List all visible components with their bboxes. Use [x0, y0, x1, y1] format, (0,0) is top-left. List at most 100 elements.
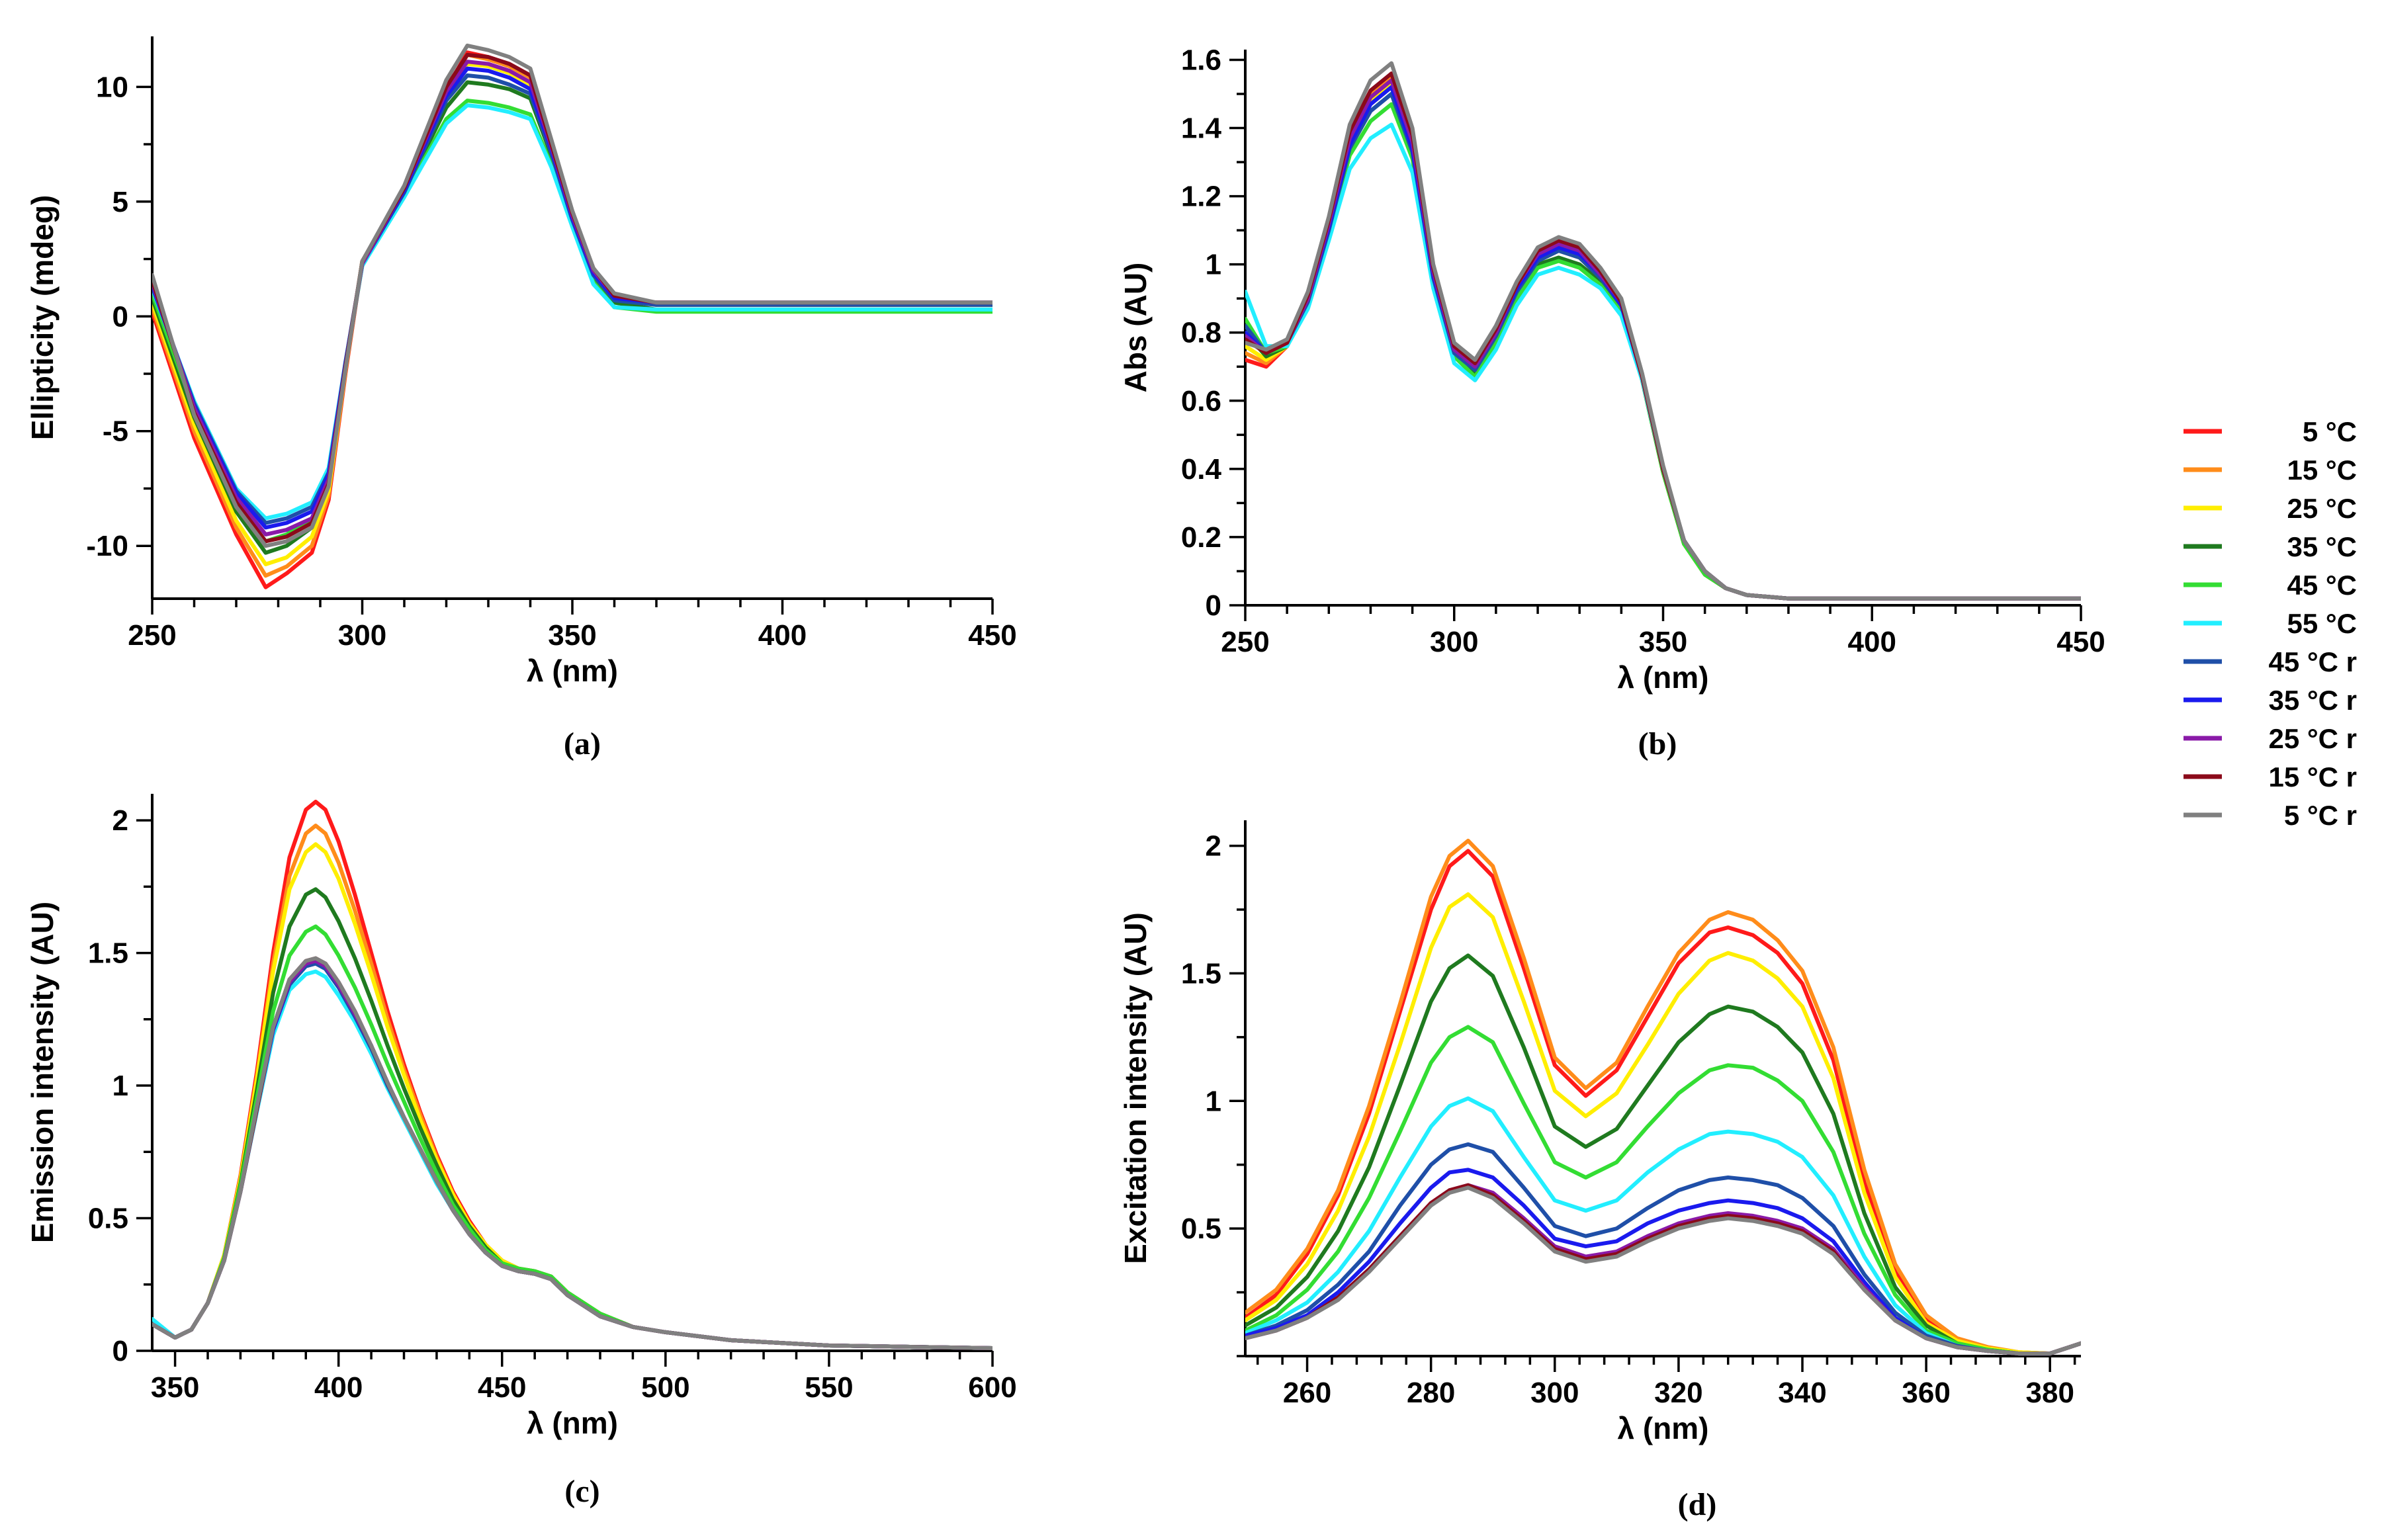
- x-tick-label: 400: [1848, 626, 1896, 658]
- legend-label: 45 °C: [2287, 570, 2357, 601]
- series-line-45-c-r: [1245, 92, 2081, 601]
- series-line-25-c: [152, 62, 992, 566]
- x-tick-label: 450: [478, 1371, 526, 1404]
- series-line-15-c: [152, 824, 992, 1350]
- y-axis-title: Emission intensity (AU): [25, 902, 60, 1243]
- panel-label: (b): [1638, 726, 1677, 761]
- panel-label: (c): [564, 1474, 599, 1509]
- x-tick-label: 350: [548, 619, 596, 652]
- panel-a: 250 300 350 400 450 -10 -5 0 5 10 λ (nm) Ellipticit…: [25, 36, 1017, 761]
- legend-label: 25 °C r: [2268, 723, 2357, 754]
- y-tick-label: 5: [112, 186, 128, 218]
- series-group: [152, 800, 992, 1350]
- series-line-5-c-r: [152, 956, 992, 1350]
- x-tick-label: 350: [1639, 626, 1687, 658]
- series-line-45-c: [1245, 1025, 2081, 1356]
- panel-label: (a): [564, 726, 601, 761]
- legend-label: 15 °C r: [2268, 761, 2357, 792]
- y-tick-label: 2: [112, 804, 128, 837]
- x-tick-label: 450: [2056, 626, 2105, 658]
- series-line-15-c: [152, 52, 992, 578]
- x-tick-label: 600: [968, 1371, 1016, 1404]
- x-tick-label: 300: [1430, 626, 1478, 658]
- x-axis-title: λ (nm): [527, 1406, 618, 1440]
- x-axis-title: λ (nm): [1618, 1411, 1709, 1445]
- y-axis-title: Abs (AU): [1118, 263, 1153, 393]
- series-line-35-c-r: [152, 66, 992, 530]
- series-line-35-c: [1245, 953, 2081, 1356]
- series-line-5-c-r: [1245, 61, 2081, 601]
- y-tick-label: 10: [96, 71, 128, 103]
- series-line-45-c-r: [1245, 1142, 2081, 1356]
- y-tick-label: 0.2: [1181, 521, 1221, 554]
- series-line-25-c: [1245, 892, 2081, 1356]
- y-axis-title: Ellipticity (mdeg): [25, 195, 60, 441]
- x-tick-label: 550: [805, 1371, 853, 1404]
- y-tick-label: 0.8: [1181, 317, 1221, 349]
- series-line-35-c-r: [1245, 85, 2081, 601]
- x-tick-label: 250: [128, 619, 176, 652]
- series-line-5-c-r: [1245, 1185, 2081, 1356]
- series-line-15-c: [1245, 838, 2081, 1356]
- x-tick-label: 450: [968, 619, 1016, 652]
- series-line-35-c: [152, 80, 992, 555]
- legend: 5 °C 15 °C 25 °C 35 °C 45 °C 55 °C 45 °C r 35 °…: [2184, 416, 2357, 831]
- y-tick-label: -5: [103, 415, 128, 448]
- series-line-15-c-r: [152, 52, 992, 544]
- x-tick-label: 400: [314, 1371, 363, 1404]
- x-tick-label: 400: [758, 619, 807, 652]
- series-line-15-c: [1245, 75, 2081, 601]
- legend-label: 5 °C r: [2284, 800, 2357, 831]
- series-line-35-c: [152, 887, 992, 1350]
- series-line-25-c-r: [152, 60, 992, 536]
- x-tick-label: 260: [1283, 1377, 1331, 1409]
- series-line-55-c: [152, 103, 992, 521]
- y-tick-label: 0: [112, 300, 128, 333]
- x-tick-label: 250: [1221, 626, 1269, 658]
- series-line-55-c: [1245, 1096, 2081, 1356]
- y-tick-label: 1: [112, 1070, 128, 1102]
- legend-label: 35 °C r: [2268, 685, 2357, 716]
- y-tick-label: 1: [1206, 249, 1221, 281]
- y-tick-label: 1.4: [1181, 112, 1222, 145]
- series-group: [1245, 61, 2081, 601]
- series-group: [1245, 838, 2081, 1356]
- series-line-5-c: [152, 50, 992, 589]
- x-tick-label: 340: [1778, 1377, 1826, 1409]
- series-line-45-c: [1245, 102, 2081, 601]
- series-line-35-c-r: [152, 959, 992, 1350]
- x-axis-title: λ (nm): [1618, 660, 1709, 695]
- y-tick-label: 2: [1206, 830, 1221, 863]
- panel-b: 250 300 350 400 450 0 0.2 0.4 0.6 0.8 1 1.2 1.4 1.6 λ …: [1118, 44, 2105, 761]
- y-tick-label: 0.5: [88, 1203, 128, 1235]
- y-tick-label: 1.6: [1181, 44, 1221, 76]
- y-tick-label: 1.2: [1181, 181, 1221, 213]
- series-line-25-c: [1245, 81, 2081, 601]
- y-tick-label: 0: [112, 1335, 128, 1367]
- y-tick-label: 1.5: [1181, 957, 1221, 990]
- series-line-45-c: [152, 924, 992, 1350]
- series-line-5-c: [1245, 71, 2081, 601]
- series-line-15-c-r: [1245, 71, 2081, 601]
- y-axis-title: Excitation intensity (AU): [1118, 912, 1153, 1264]
- y-tick-label: 1: [1206, 1085, 1221, 1117]
- series-line-45-c-r: [152, 961, 992, 1350]
- legend-label: 5 °C: [2303, 416, 2357, 447]
- x-axis-title: λ (nm): [527, 654, 618, 688]
- x-tick-label: 300: [338, 619, 386, 652]
- panel-label: (d): [1678, 1487, 1717, 1522]
- legend-label: 55 °C: [2287, 608, 2357, 639]
- series-line-55-c: [152, 969, 992, 1350]
- x-tick-label: 380: [2026, 1377, 2074, 1409]
- legend-label: 15 °C: [2287, 454, 2357, 486]
- panel-d: 260 280 300 320 340 360 380 0.5 1 1.5 2 λ (nm) Excit…: [1118, 820, 2081, 1522]
- y-tick-label: 0: [1206, 589, 1221, 622]
- x-tick-label: 360: [1902, 1377, 1950, 1409]
- legend-label: 45 °C r: [2268, 646, 2357, 677]
- x-tick-label: 500: [641, 1371, 689, 1404]
- y-tick-label: 0.5: [1181, 1213, 1221, 1245]
- y-tick-label: 1.5: [88, 937, 128, 970]
- series-line-45-c: [152, 99, 992, 544]
- x-tick-label: 280: [1407, 1377, 1455, 1409]
